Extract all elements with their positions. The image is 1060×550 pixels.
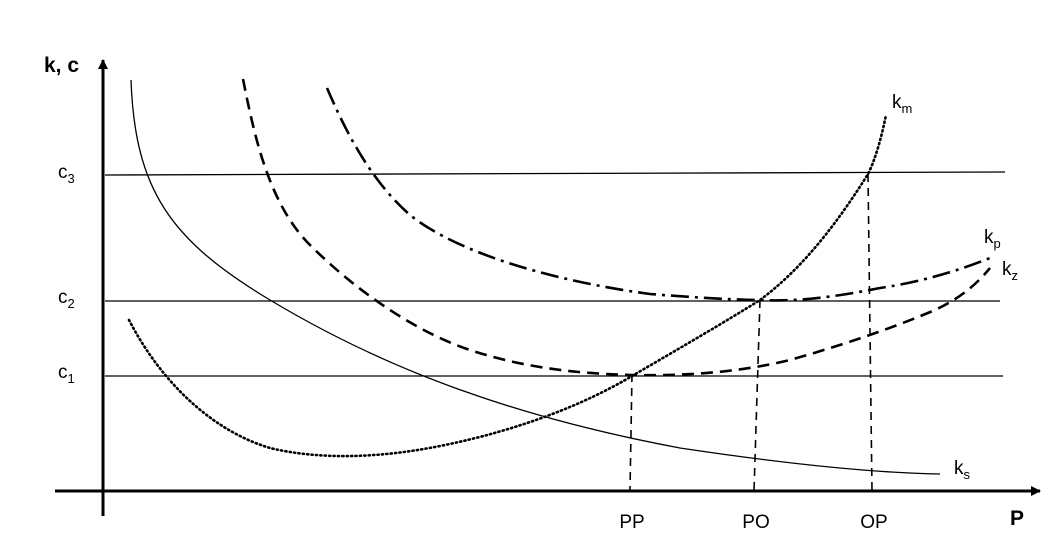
x-tick-op: OP bbox=[860, 512, 887, 533]
c3-level-line bbox=[104, 171, 1006, 176]
km-curve bbox=[127, 113, 888, 458]
km-label: km bbox=[892, 92, 912, 116]
kz-curve bbox=[241, 78, 991, 377]
kp-curve bbox=[325, 87, 991, 302]
x-tick-po: PO bbox=[742, 512, 769, 533]
kz-label: kz bbox=[1002, 259, 1018, 283]
y-axis-label: k, c bbox=[44, 54, 79, 77]
ks-curve bbox=[130, 79, 941, 475]
c3-label: c3 bbox=[58, 162, 75, 186]
op-projection-line bbox=[867, 173, 873, 492]
x-tick-pp: PP bbox=[619, 512, 644, 533]
c1-label: c1 bbox=[58, 362, 75, 386]
ks-label: ks bbox=[954, 458, 971, 482]
x-axis-label: P bbox=[1010, 507, 1024, 530]
po-projection-line bbox=[753, 299, 761, 492]
kp-label: kp bbox=[984, 227, 1001, 251]
c2-label: c2 bbox=[58, 287, 75, 311]
pp-projection-line bbox=[629, 373, 633, 492]
